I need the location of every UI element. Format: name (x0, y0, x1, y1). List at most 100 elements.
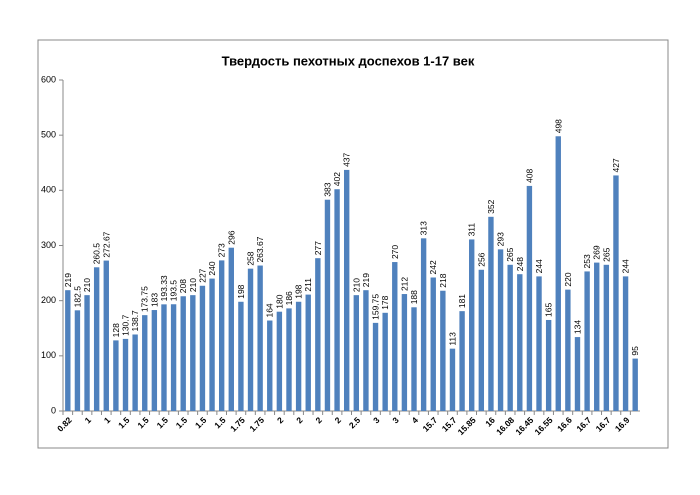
value-label: 193.33 (159, 275, 169, 301)
y-tick-label: 600 (41, 74, 56, 84)
bar (209, 278, 215, 411)
value-label: 277 (313, 241, 323, 255)
bar (305, 294, 311, 411)
value-label: 263.67 (255, 236, 265, 262)
x-tick-label: 2 (333, 415, 344, 426)
value-label: 383 (322, 182, 332, 196)
bar (103, 260, 109, 411)
value-label: 164 (265, 303, 275, 317)
bar (488, 216, 494, 411)
value-label: 178 (380, 295, 390, 309)
bar (430, 277, 436, 411)
bar (536, 276, 542, 411)
y-tick-label: 100 (41, 350, 56, 360)
bar (449, 348, 456, 411)
y-tick-label: 200 (41, 295, 56, 305)
value-label: 265 (601, 247, 611, 261)
bar (363, 290, 369, 411)
value-label: 248 (515, 257, 525, 271)
bar (565, 289, 571, 411)
bar (555, 136, 561, 411)
bar (267, 320, 273, 411)
bar (315, 258, 321, 411)
value-label: 427 (611, 158, 621, 172)
y-tick-label: 400 (41, 185, 56, 195)
bar (113, 340, 119, 411)
bar (180, 296, 186, 411)
bar (257, 265, 263, 411)
bar (334, 189, 340, 411)
value-label: 352 (486, 199, 496, 213)
bar (603, 264, 610, 411)
bar (324, 199, 331, 411)
x-tick-label: 3 (371, 415, 382, 426)
x-tick-label: 2 (275, 415, 286, 426)
value-label: 244 (534, 259, 544, 273)
value-label: 220 (563, 272, 573, 286)
bar (74, 310, 81, 411)
bar (411, 307, 417, 411)
value-label: 210 (188, 278, 198, 292)
value-label: 198 (236, 284, 246, 298)
bar (459, 311, 465, 411)
value-label: 272.67 (101, 231, 111, 257)
value-label: 313 (419, 221, 429, 235)
bar (93, 267, 100, 411)
bar (170, 304, 177, 411)
bar (420, 238, 427, 411)
bar (632, 358, 638, 411)
bar (343, 169, 350, 411)
value-label: 208 (178, 279, 188, 293)
x-tick-label: 2 (294, 415, 305, 426)
bar (286, 308, 292, 411)
bar (507, 264, 513, 411)
value-label: 95 (630, 346, 640, 356)
value-label: 188 (409, 290, 419, 304)
y-tick-label: 500 (41, 130, 56, 140)
bar (622, 276, 629, 411)
value-label: 498 (553, 119, 563, 133)
value-label: 193.5 (169, 280, 179, 302)
bar (228, 247, 234, 411)
value-label: 211 (303, 278, 313, 292)
value-label: 253 (582, 254, 592, 268)
bar (190, 295, 196, 411)
bar (497, 249, 504, 411)
bar (440, 290, 446, 411)
value-label: 240 (207, 261, 217, 275)
x-tick-label: 4 (410, 415, 421, 426)
value-label: 183 (149, 293, 159, 307)
bar (218, 260, 225, 411)
value-label: 212 (399, 277, 409, 291)
value-label: 227 (197, 268, 207, 282)
value-label: 269 (592, 245, 602, 259)
bar (199, 285, 206, 411)
value-label: 181 (457, 294, 467, 308)
value-label: 180 (274, 294, 284, 308)
bar (594, 262, 600, 411)
bar (574, 337, 581, 411)
value-label: 258 (246, 251, 256, 265)
bar (247, 268, 254, 411)
bar (295, 301, 302, 411)
x-tick-label: 1 (83, 415, 94, 426)
value-label: 265 (505, 247, 515, 261)
value-label: 408 (524, 168, 534, 182)
value-label: 219 (63, 273, 73, 287)
bar (65, 290, 71, 411)
value-label: 273 (217, 243, 227, 257)
bar (526, 185, 533, 411)
value-label: 182.5 (72, 286, 82, 308)
value-label: 293 (496, 232, 506, 246)
y-tick-label: 300 (41, 240, 56, 250)
value-label: 244 (621, 259, 631, 273)
value-label: 210 (82, 278, 92, 292)
bar (401, 294, 408, 411)
value-label: 270 (390, 245, 400, 259)
value-label: 256 (476, 252, 486, 266)
bar (613, 175, 619, 411)
bar (353, 295, 360, 411)
value-label: 134 (572, 320, 582, 334)
bar (151, 310, 158, 411)
